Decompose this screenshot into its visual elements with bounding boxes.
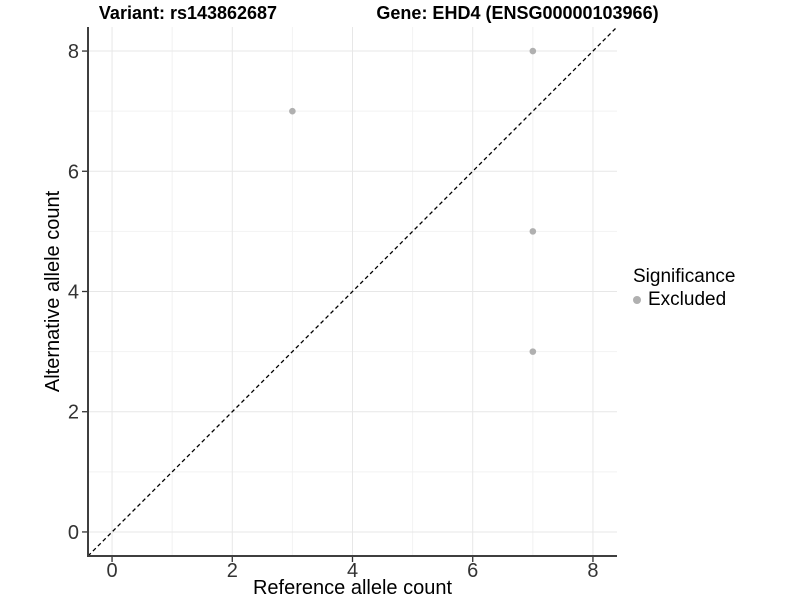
x-tick-label: 8: [587, 560, 598, 582]
x-tick-label: 0: [106, 560, 117, 582]
data-point: [529, 47, 537, 55]
x-tick-label: 6: [467, 560, 478, 582]
y-tick-label: 6: [68, 161, 79, 183]
x-tick-label: 2: [227, 560, 238, 582]
y-tick-label: 0: [68, 522, 79, 544]
legend-item-label: Excluded: [648, 289, 727, 310]
y-axis-tick-labels: 0 2 4 6 8: [68, 41, 79, 544]
y-tick-label: 8: [68, 41, 79, 63]
plot-title-gene: Gene: EHD4 (ENSG00000103966): [376, 3, 659, 23]
plot-title-variant: Variant: rs143862687: [98, 3, 278, 23]
axis-lines: [87, 27, 617, 557]
x-axis-title: Reference allele count: [253, 577, 452, 599]
legend-title: Significance: [633, 266, 736, 287]
x-axis-tick-labels: 0 2 4 6 8: [106, 560, 598, 582]
y-tick-label: 4: [68, 282, 79, 304]
y-axis-title: Alternative allele count: [42, 190, 64, 392]
excluded-point-icon: [633, 295, 641, 304]
data-point: [529, 348, 537, 355]
legend: Significance Excluded: [630, 266, 735, 310]
identity-reference-line: [87, 26, 618, 557]
x-tick-label: 4: [347, 560, 358, 582]
data-point: [289, 107, 296, 115]
data-points: [289, 47, 537, 355]
y-tick-label: 2: [68, 402, 79, 424]
axis-tick-marks: [82, 50, 594, 562]
data-point: [529, 228, 537, 235]
legend-item-excluded: Excluded: [630, 289, 735, 310]
